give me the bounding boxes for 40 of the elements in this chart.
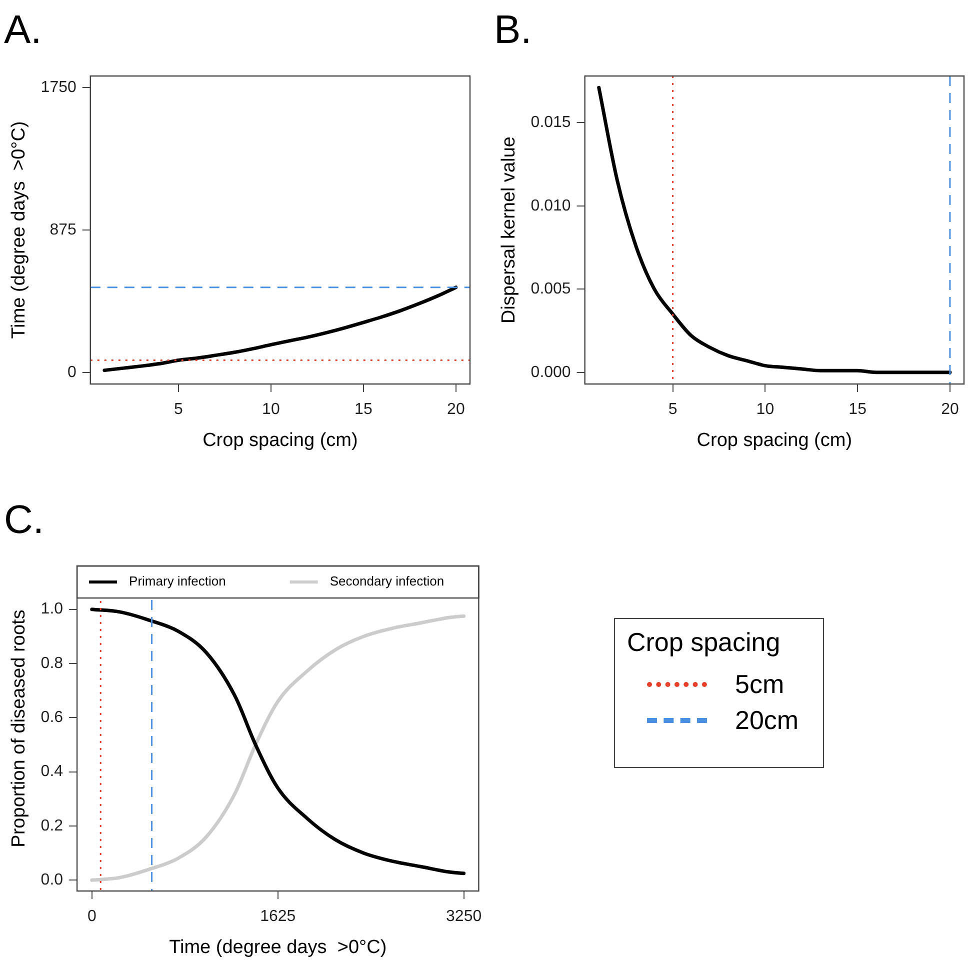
y-axis-title: Dispersal kernel value xyxy=(498,136,520,324)
x-axis-title: Time (degree days >0°C) xyxy=(169,936,387,958)
x-tick-label: 3250 xyxy=(446,908,482,926)
y-axis-title: Time (degree days >0°C) xyxy=(8,121,30,339)
x-tick-label: 10 xyxy=(262,401,280,418)
y-tick-label: 0.8 xyxy=(40,654,64,672)
x-axis-title: Crop spacing (cm) xyxy=(202,430,358,451)
y-tick-label: 0.005 xyxy=(530,280,571,298)
line-series xyxy=(597,86,952,374)
y-tick-label: 0.2 xyxy=(40,817,64,834)
x-tick-label: 20 xyxy=(447,401,465,418)
y-tick-label: 0.000 xyxy=(530,364,571,381)
x-tick-label: 5 xyxy=(174,401,183,418)
text: 20cm xyxy=(735,704,799,736)
x-tick-label: 20 xyxy=(941,401,959,418)
x-tick-label: 15 xyxy=(848,401,867,418)
x-tick-label: 10 xyxy=(756,401,774,418)
text: 5cm xyxy=(735,668,784,700)
chart-title: A. xyxy=(4,8,42,52)
x-tick-label: 0 xyxy=(87,908,96,926)
y-tick-label: 0.0 xyxy=(40,872,64,889)
y-axis-title: Proportion of diseased roots xyxy=(8,610,30,848)
chart-title: B. xyxy=(494,8,532,52)
y-tick-label: 875 xyxy=(50,221,76,238)
legend-label: Primary infection xyxy=(129,574,226,589)
y-tick-label: 0.6 xyxy=(40,709,64,726)
x-axis-title: Crop spacing (cm) xyxy=(696,430,852,451)
y-tick-label: 0.015 xyxy=(530,114,571,132)
chart-title: C. xyxy=(4,498,44,542)
y-tick-label: 0.4 xyxy=(40,763,64,780)
x-tick-label: 15 xyxy=(354,401,372,418)
y-tick-label: 0.010 xyxy=(530,197,571,214)
line-series xyxy=(102,286,458,372)
y-tick-label: 0 xyxy=(67,364,76,381)
x-tick-label: 5 xyxy=(668,401,678,418)
y-tick-label: 1750 xyxy=(40,78,76,96)
x-tick-label: 1625 xyxy=(260,908,296,926)
y-tick-label: 1.0 xyxy=(40,600,64,618)
legend-label: Secondary infection xyxy=(330,574,444,589)
text: Crop spacing xyxy=(627,627,782,658)
